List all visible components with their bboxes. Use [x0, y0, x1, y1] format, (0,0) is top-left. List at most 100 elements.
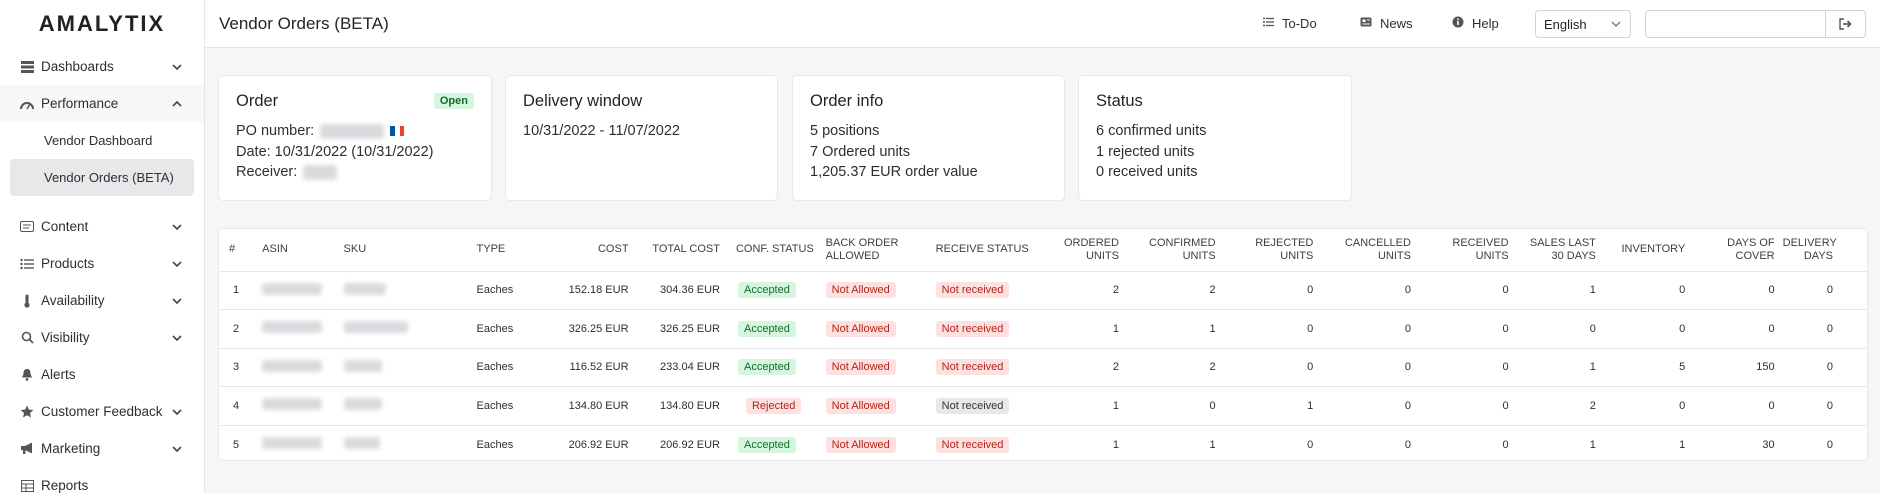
search-icon — [20, 331, 34, 345]
sidebar-item-availability[interactable]: Availability — [0, 282, 204, 319]
sign-out-icon — [1839, 18, 1852, 30]
sku-redacted — [339, 271, 473, 310]
conf-status-cell: Rejected — [723, 386, 822, 426]
col-header-asin[interactable]: ASIN — [250, 229, 340, 272]
delivery-window-card: Delivery window 10/31/2022 - 11/07/2022 — [505, 75, 778, 201]
sidebar-item-label: Products — [41, 256, 95, 271]
sidebar-item-content[interactable]: Content — [0, 208, 204, 245]
news-link[interactable]: News — [1360, 16, 1413, 31]
table-row: 5 Eaches 206.92 EUR 206.92 EUR Accepted … — [219, 425, 1867, 464]
row-index: 2 — [219, 309, 251, 349]
sku-redacted — [339, 309, 473, 349]
total-cost-cell: 326.25 EUR — [632, 309, 724, 349]
sidebar-subitem-vendor-orders[interactable]: Vendor Orders (BETA) — [10, 159, 194, 196]
col-header-days-of-cover[interactable]: DAYS OF COVER — [1689, 229, 1779, 272]
sidebar-item-marketing[interactable]: Marketing — [0, 430, 204, 467]
received-units-cell: 0 — [1414, 309, 1513, 349]
todo-link[interactable]: To-Do — [1263, 16, 1317, 31]
total-cost-cell: 134.80 EUR — [632, 386, 724, 426]
received-units: 0 received units — [1096, 164, 1198, 180]
ordered-units-cell: 2 — [1033, 348, 1123, 387]
language-value: English — [1544, 17, 1587, 32]
status-badge: Not Allowed — [825, 397, 896, 414]
delivery-days-cell: 0 — [1778, 271, 1867, 310]
sidebar-item-alerts[interactable]: Alerts — [0, 356, 204, 393]
received-units-cell: 0 — [1414, 348, 1513, 387]
type-cell: Eaches — [472, 348, 546, 387]
col-header-delivery-days[interactable]: DELIVERY DAYS — [1778, 229, 1867, 272]
top-bar: Vendor Orders (BETA) To-Do News Help Eng… — [205, 0, 1880, 48]
confirmed-units-cell: 1 — [1122, 309, 1220, 349]
search-input[interactable] — [1645, 10, 1826, 38]
sidebar-item-label: Marketing — [41, 441, 101, 456]
col-header-confirmed-units[interactable]: CONFIRMED UNITS — [1122, 229, 1220, 272]
row-index: 3 — [219, 348, 251, 387]
back-order-cell: Not Allowed — [821, 348, 928, 387]
col-header-ordered-units[interactable]: ORDERED UNITS — [1033, 229, 1123, 272]
receiver-label: Receiver: — [236, 164, 298, 180]
row-index: 5 — [233, 438, 240, 451]
help-label: Help — [1472, 16, 1499, 31]
col-header-received-units[interactable]: RECEIVED UNITS — [1414, 229, 1513, 272]
cancelled-units-cell: 0 — [1317, 271, 1415, 310]
sidebar-item-visibility[interactable]: Visibility — [0, 319, 204, 356]
help-link[interactable]: Help — [1452, 16, 1499, 31]
ordered-units-cell: 2 — [1033, 271, 1123, 310]
sidebar-item-customer-feedback[interactable]: Customer Feedback — [0, 393, 204, 430]
ordered-units: 7 Ordered units — [810, 143, 910, 160]
confirmed-units-cell: 1 — [1209, 438, 1216, 451]
logout-button[interactable] — [1826, 10, 1866, 38]
status-badge: Not received — [935, 397, 1010, 414]
table-header-row: # ASIN SKU TYPE COST TOTAL COST CONF. ST… — [219, 229, 1867, 272]
status-badge: Accepted — [737, 436, 796, 453]
status-badge: Not Allowed — [825, 282, 896, 299]
back-order-cell: Not Allowed — [821, 271, 928, 310]
col-header-index[interactable]: # — [219, 229, 251, 272]
days-of-cover-cell: 30 — [1762, 438, 1775, 451]
back-order-cell: Not Allowed — [822, 425, 928, 464]
status-badge: Not received — [935, 320, 1010, 337]
sidebar-item-label: Customer Feedback — [41, 404, 163, 419]
sidebar-item-performance[interactable]: Performance — [0, 85, 204, 122]
sidebar-item-reports[interactable]: Reports — [0, 467, 204, 493]
col-header-back-order[interactable]: BACK ORDER ALLOWED — [821, 229, 928, 272]
status-badge: Accepted — [737, 320, 796, 337]
col-header-total-cost[interactable]: TOTAL COST — [632, 229, 724, 272]
language-select[interactable]: English — [1535, 10, 1631, 38]
conf-status-cell: Accepted — [723, 348, 822, 387]
col-header-rejected-units[interactable]: REJECTED UNITS — [1219, 229, 1318, 272]
card-title: Status — [1096, 92, 1143, 110]
days-of-cover-cell: 0 — [1689, 271, 1779, 310]
asin-redacted — [250, 425, 339, 464]
sidebar-subitem-vendor-dashboard[interactable]: Vendor Dashboard — [44, 133, 153, 148]
sidebar-item-label: Availability — [41, 293, 105, 308]
list-icon — [1263, 17, 1274, 30]
col-header-receive-status[interactable]: RECEIVE STATUS — [927, 229, 1034, 272]
sidebar: AMALYTIX Dashboards Performance Vendor D… — [0, 0, 205, 493]
status-badge: Rejected — [745, 397, 802, 414]
status-badge: Not Allowed — [825, 359, 896, 376]
bell-icon — [20, 368, 34, 382]
status-badge: Not Allowed — [825, 436, 896, 453]
sales-cell: 2 — [1512, 386, 1600, 426]
status-card: Status 6 confirmed units 1 rejected unit… — [1078, 75, 1352, 201]
total-cost-cell: 233.04 EUR — [632, 348, 724, 387]
receive-status-cell: Not received — [927, 348, 1034, 387]
order-value: 1,205.37 EUR order value — [810, 164, 978, 180]
col-header-inventory[interactable]: INVENTORY — [1599, 229, 1690, 272]
sidebar-item-products[interactable]: Products — [0, 245, 204, 282]
col-header-sales-30-days[interactable]: SALES LAST 30 DAYS — [1512, 229, 1600, 272]
col-header-conf-status[interactable]: CONF. STATUS — [723, 229, 822, 272]
sidebar-item-dashboards[interactable]: Dashboards — [0, 48, 204, 85]
chevron-down-icon — [172, 261, 182, 268]
col-header-sku[interactable]: SKU — [339, 229, 473, 272]
cost-cell: 152.18 EUR — [545, 271, 633, 310]
type-cell: Eaches — [472, 309, 546, 349]
col-header-cancelled-units[interactable]: CANCELLED UNITS — [1317, 229, 1415, 272]
receive-status-cell: Not received — [928, 425, 1034, 464]
chevron-down-icon — [172, 335, 182, 342]
sku-redacted — [339, 386, 473, 426]
col-header-cost[interactable]: COST — [545, 229, 633, 272]
app-logo[interactable]: AMALYTIX — [38, 11, 166, 36]
col-header-type[interactable]: TYPE — [472, 229, 546, 272]
